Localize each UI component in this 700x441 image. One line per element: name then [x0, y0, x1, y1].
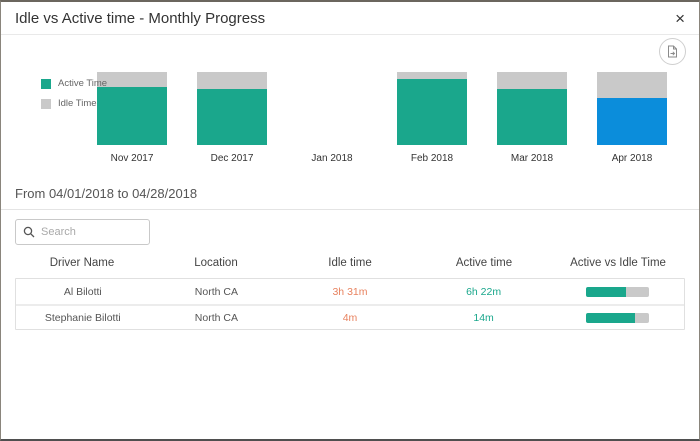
chart-slot: Nov 2017: [82, 72, 182, 175]
active-vs-idle-cell: [550, 312, 684, 323]
period-row: From 04/01/2018 to 04/28/2018: [1, 185, 699, 210]
chart-bar[interactable]: [497, 72, 567, 145]
column-header: Driver Name: [49, 257, 115, 269]
column-header: Location: [194, 257, 238, 269]
search-icon: [23, 226, 35, 238]
export-image-button[interactable]: [659, 38, 686, 65]
chart-bar[interactable]: [597, 72, 667, 145]
table-row[interactable]: Stephanie Bilotti North CA 4m 14m: [16, 304, 684, 329]
location-cell: North CA: [194, 311, 238, 324]
bar-segment-active: [97, 87, 167, 145]
month-label: Nov 2017: [110, 153, 154, 164]
month-label: Dec 2017: [210, 153, 254, 164]
chart-slot: Mar 2018: [482, 72, 582, 175]
chart-slot: Apr 2018: [582, 72, 682, 175]
search-box[interactable]: [15, 219, 150, 245]
driver-name-cell: Stephanie Bilotti: [44, 311, 121, 324]
table-body: Al Bilotti North CA 3h 31m 6h 22m Stephanie …: [15, 278, 685, 330]
active-vs-idle-bar: [585, 286, 649, 297]
dialog-title: Idle vs Active time - Monthly Progress: [15, 9, 266, 27]
active-vs-idle-cell: [550, 286, 684, 297]
active-time-cell: 14m: [473, 311, 494, 324]
driver-name-cell: Al Bilotti: [63, 285, 102, 298]
bar-segment-idle: [197, 72, 267, 89]
export-image-icon: [666, 45, 679, 58]
active-time-cell: 6h 22m: [466, 285, 502, 298]
chart-bar[interactable]: [197, 72, 267, 145]
chart-bar[interactable]: [97, 72, 167, 145]
legend-label: Idle Time: [58, 98, 97, 109]
chart-bar[interactable]: [397, 72, 467, 145]
chart-legend: Active Time Idle Time: [41, 78, 107, 118]
legend-swatch-icon: [41, 78, 51, 89]
search-input[interactable]: [41, 226, 142, 238]
drivers-table: Driver Name Location Idle time Active time A…: [15, 257, 685, 330]
bar-segment-idle: [397, 72, 467, 80]
location-cell: North CA: [194, 285, 238, 298]
chart-slot: Feb 2018: [382, 72, 482, 175]
bar-segment-idle: [97, 72, 167, 88]
month-label: Jan 2018: [311, 153, 353, 164]
bar-active-portion: [585, 312, 635, 323]
chart-slot: Dec 2017: [182, 72, 282, 175]
bar-segment-active: [397, 79, 467, 145]
bar-segment-active: [497, 88, 567, 145]
bar-idle-portion: [625, 286, 649, 297]
chart-bar: [297, 72, 367, 145]
bar-segment-idle: [497, 72, 567, 89]
idle-time-cell: 3h 31m: [332, 285, 368, 298]
period-label: From 04/01/2018 to 04/28/2018: [15, 186, 198, 201]
column-header: Active vs Idle Time: [570, 257, 666, 269]
month-label: Apr 2018: [611, 153, 653, 164]
bar-segment-active: [597, 98, 667, 145]
search-row: [15, 219, 685, 245]
column-header: Idle time: [328, 257, 372, 269]
bar-segment-idle: [597, 72, 667, 99]
close-icon[interactable]: ×: [675, 8, 685, 28]
month-label: Feb 2018: [410, 153, 454, 164]
column-header: Active time: [455, 257, 513, 269]
bar-idle-portion: [634, 312, 649, 323]
legend-item: Idle Time: [41, 98, 107, 109]
bar-active-portion: [585, 286, 626, 297]
month-label: Mar 2018: [510, 153, 554, 164]
bar-segment-active: [197, 88, 267, 145]
idle-time-cell: 4m: [342, 311, 358, 324]
dialog-header: Idle vs Active time - Monthly Progress ×: [1, 2, 699, 35]
table-header-row: Driver Name Location Idle time Active time A…: [15, 257, 685, 269]
table-row[interactable]: Al Bilotti North CA 3h 31m 6h 22m: [16, 279, 684, 304]
active-vs-idle-bar: [585, 312, 649, 323]
legend-label: Active Time: [58, 78, 108, 89]
chart-plot: Nov 2017 Dec 2017 Jan 2018 Feb 2018 Mar 2018…: [82, 72, 682, 175]
chart-slot: Jan 2018: [282, 72, 382, 175]
chart-area: Active Time Idle Time Nov 2017 Dec 2017 Jan…: [1, 72, 699, 175]
legend-item: Active Time: [41, 78, 107, 89]
legend-swatch-icon: [41, 98, 51, 109]
